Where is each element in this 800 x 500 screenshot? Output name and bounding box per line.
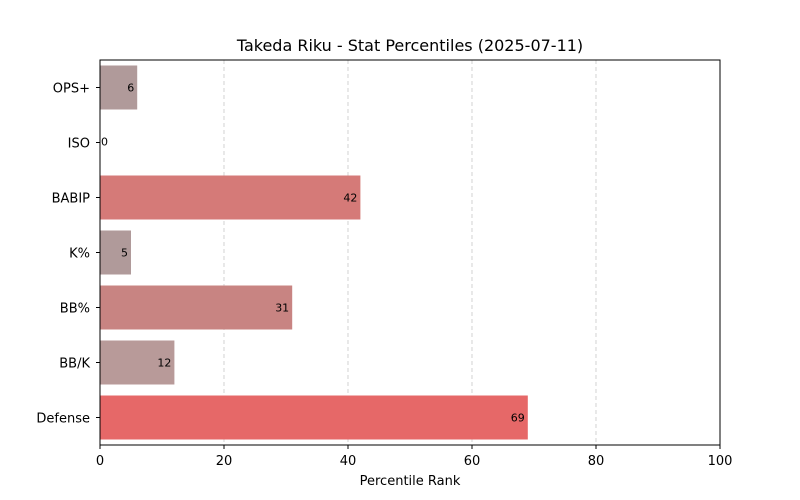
plot-frame	[99, 59, 721, 446]
x-tick-label: 20	[216, 454, 233, 469]
bar-layer: 6 0 42 5 31 12 69	[100, 65, 528, 440]
bar-bb-k	[100, 340, 175, 385]
y-tick-label: BB/K	[59, 357, 90, 372]
data-label-k-: 5	[121, 247, 128, 260]
chart-title: Takeda Riku - Stat Percentiles (2025-07-…	[236, 36, 583, 55]
x-tick-label: 100	[708, 454, 733, 469]
y-tick-label: K%	[69, 247, 90, 262]
data-label-ops-: 6	[127, 82, 134, 95]
x-axis-title: Percentile Rank	[360, 474, 461, 489]
bar-bb-	[100, 285, 293, 330]
data-label-bb-k: 12	[157, 357, 171, 370]
bar-ops-	[100, 65, 138, 110]
data-label-iso: 0	[101, 136, 108, 149]
y-tick-label: BB%	[60, 302, 90, 317]
bar-k-	[100, 230, 131, 275]
bar-babip	[100, 175, 361, 220]
data-label-babip: 42	[343, 192, 357, 205]
x-tick-label: 80	[588, 454, 605, 469]
data-label-defense: 69	[511, 412, 525, 425]
bar-defense	[100, 395, 528, 440]
y-tick-label: BABIP	[52, 192, 91, 207]
y-tick-label: OPS+	[53, 82, 90, 97]
x-tick-label: 60	[464, 454, 481, 469]
x-tick-label: 0	[96, 454, 104, 469]
data-label-bb-: 31	[275, 302, 289, 315]
y-tick-label: Defense	[36, 412, 90, 427]
x-tick-label: 40	[340, 454, 357, 469]
y-tick-label: ISO	[68, 137, 90, 152]
